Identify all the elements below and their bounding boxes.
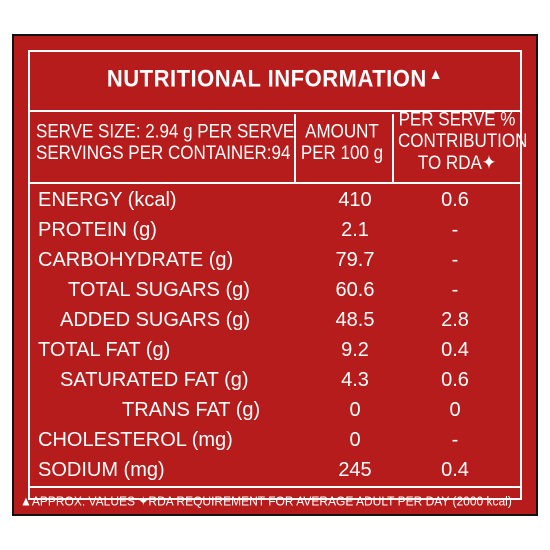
- amount-value: 4.3: [341, 369, 369, 391]
- rda-value: 0.6: [441, 189, 469, 211]
- amount-header-line: AMOUNT: [305, 120, 379, 142]
- table-row: PROTEIN (g) 2.1 -: [30, 216, 520, 246]
- table-row: SODIUM (mg) 245 0.4: [30, 456, 520, 486]
- table-row: ADDED SUGARS (g) 48.5 2.8: [30, 306, 520, 336]
- rda-value: 0: [449, 399, 461, 421]
- table-row: ENERGY (kcal) 410 0.6: [30, 186, 520, 216]
- rda-value: -: [451, 249, 459, 271]
- table-row: CARBOHYDRATE (g) 79.7 -: [30, 246, 520, 276]
- amount-value: 9.2: [341, 339, 369, 361]
- divider: [30, 110, 520, 112]
- serving-info: SERVE SIZE: 2.94 g PER SERVE SERVINGS PE…: [36, 120, 294, 164]
- nutrient-name: SODIUM (mg): [38, 459, 165, 481]
- rda-value: 2.8: [441, 309, 469, 331]
- rda-header: PER SERVE % CONTRIBUTION TO RDA✦: [398, 108, 528, 174]
- rda-header-line: TO RDA✦: [417, 151, 497, 174]
- nutrition-label: NUTRITIONAL INFORMATION ▲ SERVE SIZE: 2.9…: [12, 34, 538, 516]
- nutrient-name: CHOLESTEROL (mg): [38, 429, 233, 451]
- rda-value: -: [451, 429, 459, 451]
- nutrient-name: SATURATED FAT (g): [60, 369, 249, 391]
- divider: [294, 114, 296, 182]
- nutrition-table: NUTRITIONAL INFORMATION ▲ SERVE SIZE: 2.9…: [28, 50, 528, 500]
- nutrient-name: ENERGY (kcal): [38, 189, 177, 211]
- rda-value: 0.4: [441, 459, 469, 481]
- amount-value: 2.1: [341, 219, 369, 241]
- rda-header-line: CONTRIBUTION: [398, 129, 528, 152]
- footnote: ▲APPROX. VALUES ✦RDA REQUIREMENT FOR AVE…: [20, 493, 512, 509]
- divider: [392, 114, 394, 182]
- nutrient-name: CARBOHYDRATE (g): [38, 249, 234, 271]
- rda-value: -: [451, 279, 459, 301]
- nutrient-name: TOTAL SUGARS (g): [68, 279, 250, 301]
- nutrient-name: ADDED SUGARS (g): [60, 309, 251, 331]
- servings-per-container: SERVINGS PER CONTAINER:94: [36, 141, 291, 164]
- amount-header-line: PER 100 g: [300, 141, 384, 164]
- amount-header: AMOUNT PER 100 g: [300, 120, 384, 164]
- divider: [30, 182, 520, 184]
- table-row: TOTAL FAT (g) 9.2 0.4: [30, 336, 520, 366]
- amount-value: 245: [338, 459, 372, 481]
- table-row: CHOLESTEROL (mg) 0 -: [30, 426, 520, 456]
- nutrient-name: PROTEIN (g): [38, 219, 157, 241]
- amount-value: 410: [338, 189, 372, 211]
- rda-value: 0.6: [441, 369, 469, 391]
- approx-mark-icon: ▲: [428, 64, 444, 83]
- amount-value: 60.6: [335, 279, 375, 301]
- amount-value: 79.7: [335, 249, 375, 271]
- table-row: TOTAL SUGARS (g) 60.6 -: [30, 276, 520, 306]
- table-row: TRANS FAT (g) 0 0: [30, 396, 520, 426]
- amount-value: 0: [349, 399, 361, 421]
- divider: [30, 486, 520, 488]
- amount-value: 0: [349, 429, 361, 451]
- nutrient-name: TRANS FAT (g): [122, 399, 261, 421]
- title-text: NUTRITIONAL INFORMATION: [106, 64, 427, 93]
- amount-value: 48.5: [335, 309, 375, 331]
- serve-size: SERVE SIZE: 2.94 g PER SERVE: [36, 120, 295, 142]
- nutrient-name: TOTAL FAT (g): [38, 339, 171, 361]
- rda-value: 0.4: [441, 339, 469, 361]
- table-title: NUTRITIONAL INFORMATION ▲: [30, 65, 520, 94]
- rda-header-line: PER SERVE %: [398, 108, 516, 130]
- rda-value: -: [451, 219, 459, 241]
- table-row: SATURATED FAT (g) 4.3 0.6: [30, 366, 520, 396]
